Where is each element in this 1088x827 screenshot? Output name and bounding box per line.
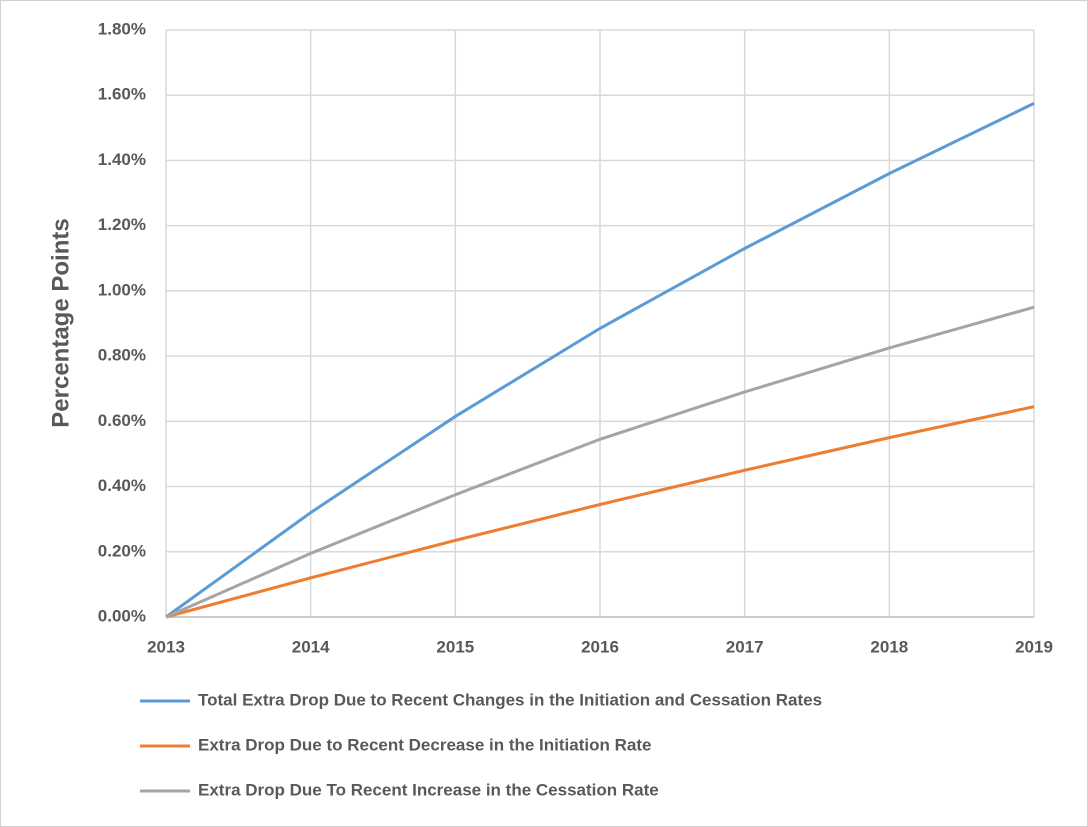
y-tick-label: 0.60% xyxy=(98,411,146,430)
y-tick-label: 0.40% xyxy=(98,476,146,495)
y-tick-label: 1.40% xyxy=(98,150,146,169)
y-tick-label: 1.00% xyxy=(98,280,146,299)
y-axis-title: Percentage Points xyxy=(47,218,74,427)
y-tick-label: 1.60% xyxy=(98,85,146,104)
y-tick-label: 1.80% xyxy=(98,19,146,38)
y-tick-label: 0.00% xyxy=(98,606,146,625)
y-tick-label: 0.80% xyxy=(98,346,146,365)
legend-label: Total Extra Drop Due to Recent Changes i… xyxy=(198,690,822,709)
series-line xyxy=(165,305,1035,619)
legend-label: Extra Drop Due to Recent Decrease in the… xyxy=(198,735,651,754)
x-tick-label: 2019 xyxy=(1015,637,1053,656)
x-tick-label: 2013 xyxy=(147,637,185,656)
y-tick-label: 1.20% xyxy=(98,215,146,234)
x-tick-label: 2018 xyxy=(870,637,908,656)
y-tick-label: 0.20% xyxy=(98,541,146,560)
x-tick-label: 2017 xyxy=(726,637,764,656)
x-tick-label: 2016 xyxy=(581,637,619,656)
x-tick-label: 2014 xyxy=(292,637,330,656)
x-tick-label: 2015 xyxy=(436,637,474,656)
legend-label: Extra Drop Due To Recent Increase in the… xyxy=(198,780,659,799)
series-line xyxy=(165,102,1035,619)
series-line xyxy=(165,405,1035,619)
